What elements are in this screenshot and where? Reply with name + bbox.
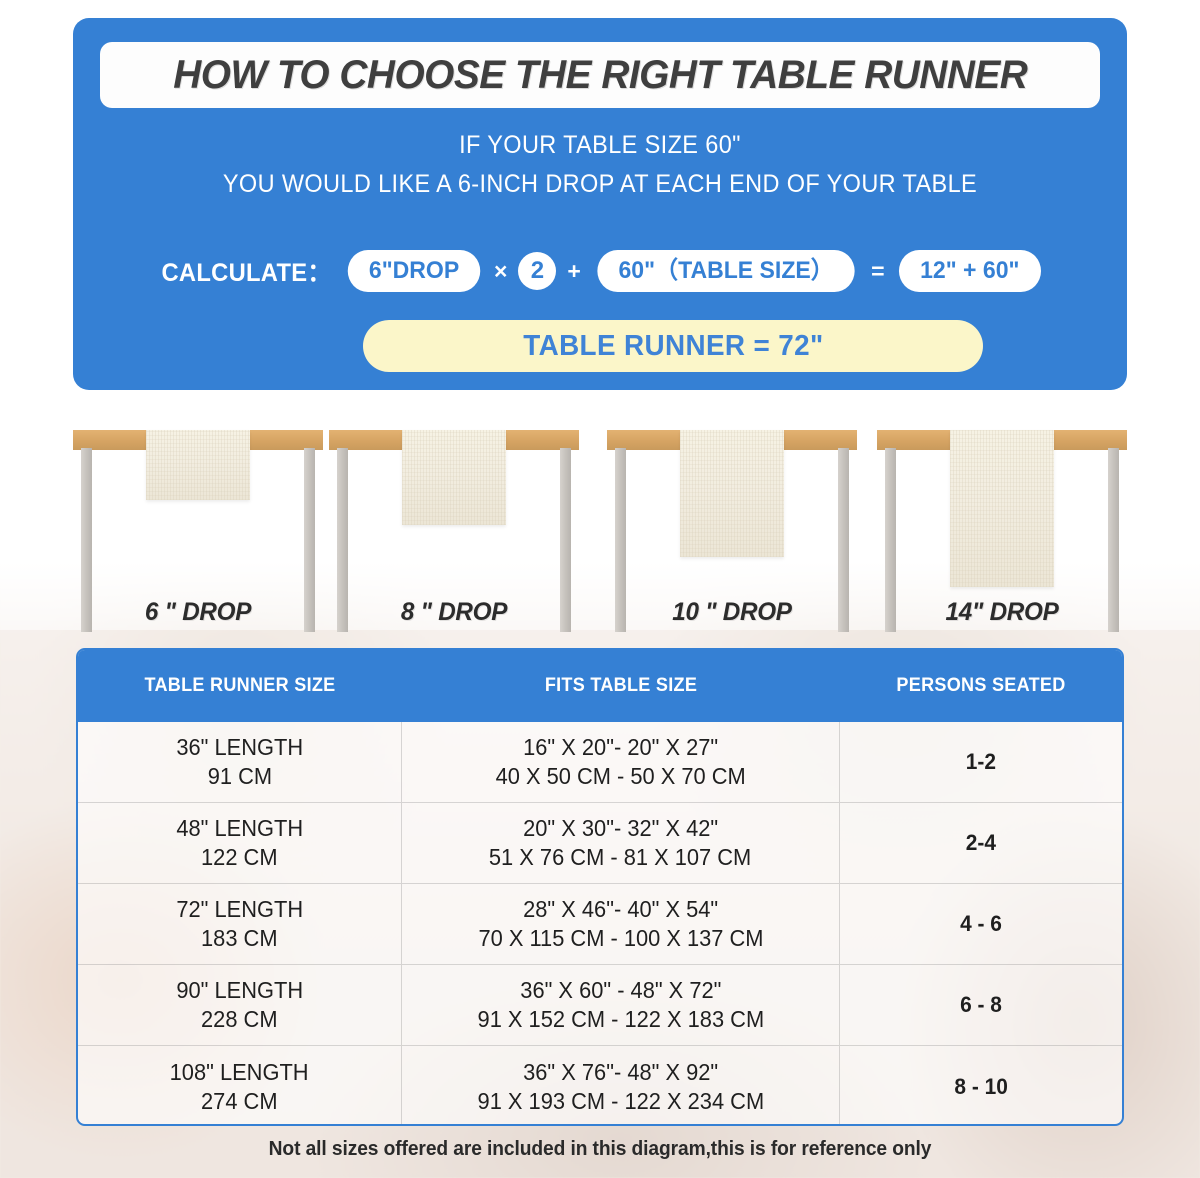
result-pill: TABLE RUNNER = 72"	[363, 320, 983, 372]
cell-fits-table-size: 36" X 60" - 48" X 72" 91 X 152 CM - 122 …	[402, 965, 840, 1045]
table-leg-right-icon	[1108, 448, 1119, 632]
tabletop-left-icon	[329, 430, 407, 450]
drop-label: 10 " DROP	[672, 598, 792, 626]
tabletop-right-icon	[245, 430, 323, 450]
runner-size-cm: 122 CM	[201, 844, 278, 870]
table-row: 72" LENGTH 183 CM 28" X 46"- 40" X 54" 7…	[78, 884, 1122, 965]
subtitle-line-2: YOU WOULD LIKE A 6-INCH DROP AT EACH END…	[222, 170, 978, 198]
column-header-runner-size: TABLE RUNNER SIZE	[144, 675, 336, 696]
persons-seated-value: 2-4	[965, 830, 997, 856]
table-leg-left-icon	[885, 448, 896, 632]
fits-inches: 36" X 60" - 48" X 72"	[519, 977, 722, 1004]
cell-persons-seated: 2-4	[840, 803, 1122, 883]
result-text: TABLE RUNNER = 72"	[522, 329, 824, 362]
tabletop-left-icon	[607, 430, 685, 450]
runner-size-inches: 48" LENGTH	[176, 815, 303, 842]
cell-fits-table-size: 16" X 20"- 20" X 27" 40 X 50 CM - 50 X 7…	[402, 722, 840, 802]
fits-cm: 91 X 193 CM - 122 X 234 CM	[477, 1087, 764, 1114]
table-leg-left-icon	[615, 448, 626, 632]
multiply-operator-icon: ×	[493, 257, 508, 284]
runner-size-cm: 228 CM	[201, 1006, 278, 1032]
fits-inches: 16" X 20"- 20" X 27"	[522, 734, 719, 761]
runner-size-cm: 183 CM	[201, 925, 278, 951]
cell-runner-size: 108" LENGTH 274 CM	[78, 1046, 402, 1124]
cell-runner-size: 90" LENGTH 228 CM	[78, 965, 402, 1045]
cell-fits-table-size: 36" X 76"- 48" X 92" 91 X 193 CM - 122 X…	[402, 1046, 840, 1124]
table-row: 48" LENGTH 122 CM 20" X 30"- 32" X 42" 5…	[78, 803, 1122, 884]
drop-illustrations: 6 " DROP 8 " DROP 10 " DROP 14" DROP	[73, 420, 1127, 632]
column-header-fits-table-size: FITS TABLE SIZE	[544, 675, 698, 696]
fits-cm: 40 X 50 CM - 50 X 70 CM	[495, 763, 746, 789]
runner-size-inches: 36" LENGTH	[176, 734, 303, 761]
persons-seated-value: 1-2	[965, 749, 997, 775]
drop-label: 14" DROP	[945, 598, 1059, 626]
calc-table-size-pill: 60"（TABLE SIZE）	[597, 250, 855, 292]
runner-size-inches: 108" LENGTH	[170, 1058, 309, 1085]
column-header-persons-seated: PERSONS SEATED	[896, 675, 1066, 696]
fits-inches: 28" X 46"- 40" X 54"	[522, 896, 719, 923]
drop-illustration-6in: 6 " DROP	[73, 420, 323, 632]
drop-illustration-8in: 8 " DROP	[329, 420, 579, 632]
plus-operator-icon: +	[567, 257, 581, 284]
table-row: 108" LENGTH 274 CM 36" X 76"- 48" X 92" …	[78, 1046, 1122, 1124]
tabletop-right-icon	[779, 430, 857, 450]
calculation-row: CALCULATE： 6"DROP × 2 + 60"（TABLE SIZE） …	[73, 250, 1127, 292]
cell-fits-table-size: 28" X 46"- 40" X 54" 70 X 115 CM - 100 X…	[402, 884, 840, 964]
calc-sum-pill: 12" + 60"	[898, 250, 1041, 292]
fits-cm: 91 X 152 CM - 122 X 183 CM	[477, 1006, 764, 1032]
runner-cloth-icon	[680, 430, 784, 557]
persons-seated-value: 6 - 8	[960, 992, 1002, 1018]
runner-size-cm: 91 CM	[207, 763, 272, 789]
calc-drop-pill: 6"DROP	[347, 250, 481, 292]
equals-operator-icon: =	[871, 257, 885, 284]
table-leg-right-icon	[838, 448, 849, 632]
runner-cloth-icon	[146, 430, 250, 500]
calculate-label: CALCULATE：	[161, 259, 332, 287]
table-leg-left-icon	[81, 448, 92, 632]
cell-persons-seated: 1-2	[840, 722, 1122, 802]
tabletop-right-icon	[1049, 430, 1127, 450]
fits-cm: 51 X 76 CM - 81 X 107 CM	[489, 844, 752, 870]
cell-runner-size: 72" LENGTH 183 CM	[78, 884, 402, 964]
tabletop-left-icon	[73, 430, 151, 450]
cell-runner-size: 48" LENGTH 122 CM	[78, 803, 402, 883]
cell-runner-size: 36" LENGTH 91 CM	[78, 722, 402, 802]
calc-multiplier-circle: 2	[518, 252, 557, 290]
drop-label: 6 " DROP	[144, 598, 252, 626]
drop-illustration-14in: 14" DROP	[877, 420, 1127, 632]
table-row: 90" LENGTH 228 CM 36" X 60" - 48" X 72" …	[78, 965, 1122, 1046]
runner-size-inches: 90" LENGTH	[176, 977, 303, 1004]
runner-size-cm: 274 CM	[201, 1087, 278, 1114]
cell-persons-seated: 4 - 6	[840, 884, 1122, 964]
drop-label: 8 " DROP	[400, 598, 508, 626]
cell-fits-table-size: 20" X 30"- 32" X 42" 51 X 76 CM - 81 X 1…	[402, 803, 840, 883]
fits-inches: 20" X 30"- 32" X 42"	[522, 815, 719, 842]
fits-inches: 36" X 76"- 48" X 92"	[522, 1058, 719, 1085]
hero-panel: HOW TO CHOOSE THE RIGHT TABLE RUNNER IF …	[73, 18, 1127, 390]
table-leg-right-icon	[304, 448, 315, 632]
page-title: HOW TO CHOOSE THE RIGHT TABLE RUNNER	[172, 52, 1028, 97]
footnote-text: Not all sizes offered are included in th…	[268, 1138, 932, 1160]
fits-cm: 70 X 115 CM - 100 X 137 CM	[478, 925, 763, 951]
subtitle-line-1: IF YOUR TABLE SIZE 60"	[459, 131, 741, 159]
title-pill: HOW TO CHOOSE THE RIGHT TABLE RUNNER	[100, 42, 1100, 108]
table-header-row: TABLE RUNNER SIZE FITS TABLE SIZE PERSON…	[78, 650, 1122, 722]
runner-size-inches: 72" LENGTH	[176, 896, 303, 923]
cell-persons-seated: 8 - 10	[840, 1046, 1122, 1124]
runner-cloth-icon	[950, 430, 1054, 587]
size-chart-table: TABLE RUNNER SIZE FITS TABLE SIZE PERSON…	[76, 648, 1124, 1126]
drop-illustration-10in: 10 " DROP	[607, 420, 857, 632]
table-leg-right-icon	[560, 448, 571, 632]
persons-seated-value: 8 - 10	[954, 1073, 1008, 1099]
tabletop-left-icon	[877, 430, 955, 450]
table-leg-left-icon	[337, 448, 348, 632]
table-row: 36" LENGTH 91 CM 16" X 20"- 20" X 27" 40…	[78, 722, 1122, 803]
cell-persons-seated: 6 - 8	[840, 965, 1122, 1045]
tabletop-right-icon	[501, 430, 579, 450]
persons-seated-value: 4 - 6	[960, 911, 1002, 937]
runner-cloth-icon	[402, 430, 506, 525]
